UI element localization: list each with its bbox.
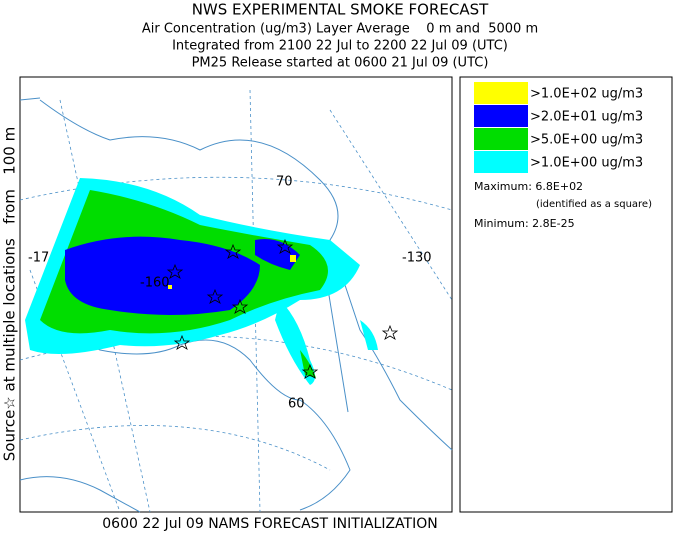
legend-swatch: [474, 82, 528, 104]
subtitle: Air Concentration (ug/m3) Layer Average …: [142, 22, 538, 37]
legend-label: >2.0E+01 ug/m3: [530, 110, 643, 125]
side-label: Source☆ at multiple locations from 100 m: [1, 127, 19, 461]
maximum-note: (identified as a square): [536, 199, 652, 210]
legend-label: >1.0E+02 ug/m3: [530, 87, 643, 102]
map-labels: 70 -130 -160 -17 60: [28, 175, 432, 412]
plume-area: [300, 350, 316, 378]
legend-label: >1.0E+00 ug/m3: [530, 156, 643, 171]
plume-area: [255, 239, 300, 270]
map-label: -160: [140, 276, 170, 291]
plume-area: [290, 255, 296, 262]
map-label: 70: [276, 175, 293, 190]
legend-swatch: [474, 128, 528, 150]
map-label: 60: [288, 397, 305, 412]
plume-area: [360, 320, 378, 350]
footer: 0600 22 Jul 09 NAMS FORECAST INITIALIZAT…: [102, 516, 437, 532]
legend-label: >5.0E+00 ug/m3: [530, 133, 643, 148]
map-label: -17: [28, 251, 49, 266]
subtitle: PM25 Release started at 0600 21 Jul 09 (…: [192, 56, 489, 71]
subtitle: Integrated from 2100 22 Jul to 2200 22 J…: [172, 39, 508, 54]
minimum: Minimum: 2.8E-25: [474, 217, 575, 230]
coastline: [19, 97, 453, 513]
map: 70 -130 -160 -17 60: [19, 76, 453, 513]
legend: Maximum: 6.8E+02 (identified as a square…: [459, 76, 673, 513]
plume-area: [65, 236, 260, 315]
source-markers: [166, 238, 399, 379]
maximum: Maximum: 6.8E+02: [474, 180, 583, 193]
legend-swatch: [474, 105, 528, 127]
legend-swatch: [474, 151, 528, 173]
map-label: -130: [402, 251, 432, 266]
plume: [25, 178, 378, 385]
plume-area: [168, 285, 172, 289]
title: NWS EXPERIMENTAL SMOKE FORECAST: [192, 1, 489, 19]
